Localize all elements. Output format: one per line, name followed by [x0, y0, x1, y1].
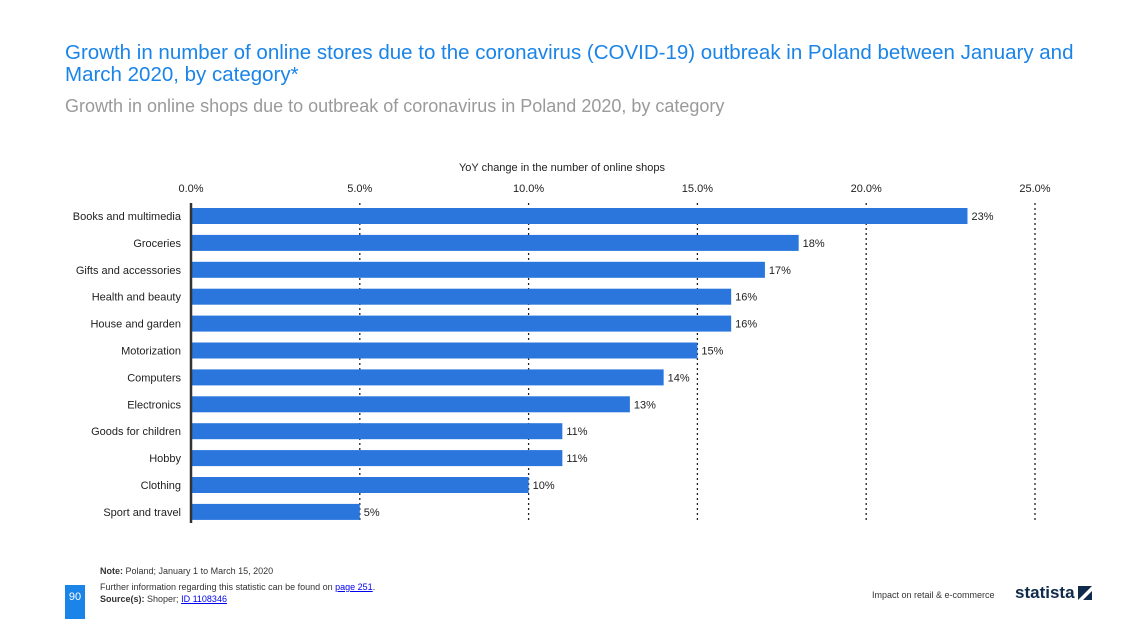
data-label: 10% [533, 480, 555, 492]
bar [191, 288, 732, 305]
x-tick-label: 25.0% [1019, 183, 1050, 195]
category-label: Health and beauty [92, 292, 182, 304]
x-tick-label: 20.0% [851, 183, 882, 195]
x-tick-label: 0.0% [178, 183, 203, 195]
info-text: Further information regarding this stati… [100, 582, 333, 592]
bar [191, 342, 698, 359]
category-label: Hobby [149, 453, 181, 465]
category-label: Sport and travel [103, 507, 181, 519]
bar-chart: YoY change in the number of online shops… [73, 162, 1051, 523]
section-label: Impact on retail & e-commerce [872, 590, 995, 600]
category-label: Computers [127, 372, 181, 384]
category-label: Gifts and accessories [76, 265, 182, 277]
bar [191, 261, 765, 278]
statista-logo: statista [1015, 583, 1092, 603]
data-label: 11% [566, 426, 587, 438]
bar [191, 369, 664, 386]
source-text: Shoper; [147, 594, 179, 604]
data-label: 16% [735, 319, 757, 331]
bar [191, 423, 563, 440]
bar [191, 315, 732, 332]
data-label: 23% [971, 211, 993, 223]
note-text: Poland; January 1 to March 15, 2020 [125, 566, 274, 576]
info: Further information regarding this stati… [100, 582, 376, 592]
source: Source(s): Shoper; ID 1108346 [100, 594, 227, 604]
note: Note: Poland; January 1 to March 15, 202… [100, 566, 273, 576]
category-label: House and garden [90, 319, 181, 331]
x-tick-label: 5.0% [347, 183, 372, 195]
category-label: Motorization [121, 346, 181, 358]
page-subtitle: Growth in online shops due to outbreak o… [65, 96, 725, 116]
data-label: 14% [668, 372, 690, 384]
data-label: 15% [701, 346, 723, 358]
page-link[interactable]: page 251 [335, 582, 373, 592]
source-id-link[interactable]: ID 1108346 [181, 594, 227, 604]
category-label: Clothing [141, 480, 181, 492]
note-label: Note: [100, 566, 123, 576]
data-label: 17% [769, 265, 791, 277]
bar [191, 234, 799, 251]
bar [191, 396, 630, 413]
data-label: 11% [566, 453, 587, 465]
x-tick-label: 10.0% [513, 183, 544, 195]
bar [191, 208, 968, 224]
category-label: Groceries [133, 238, 181, 250]
data-label: 16% [735, 292, 757, 304]
bar [191, 450, 563, 467]
category-label: Electronics [127, 399, 181, 411]
data-label: 13% [634, 399, 656, 411]
data-label: 5% [364, 507, 380, 519]
data-label: 18% [803, 238, 825, 250]
page-title: Growth in number of online stores due to… [65, 41, 1074, 86]
category-label: Goods for children [91, 426, 181, 438]
bar [191, 477, 529, 493]
bar [191, 503, 360, 520]
statista-logo-icon [1077, 586, 1092, 600]
source-label: Source(s): [100, 594, 145, 604]
x-tick-label: 15.0% [682, 183, 713, 195]
category-label: Books and multimedia [73, 211, 182, 223]
logo-text: statista [1015, 583, 1075, 602]
x-axis-label: YoY change in the number of online shops [459, 162, 666, 174]
page-number: 90 [65, 585, 85, 619]
